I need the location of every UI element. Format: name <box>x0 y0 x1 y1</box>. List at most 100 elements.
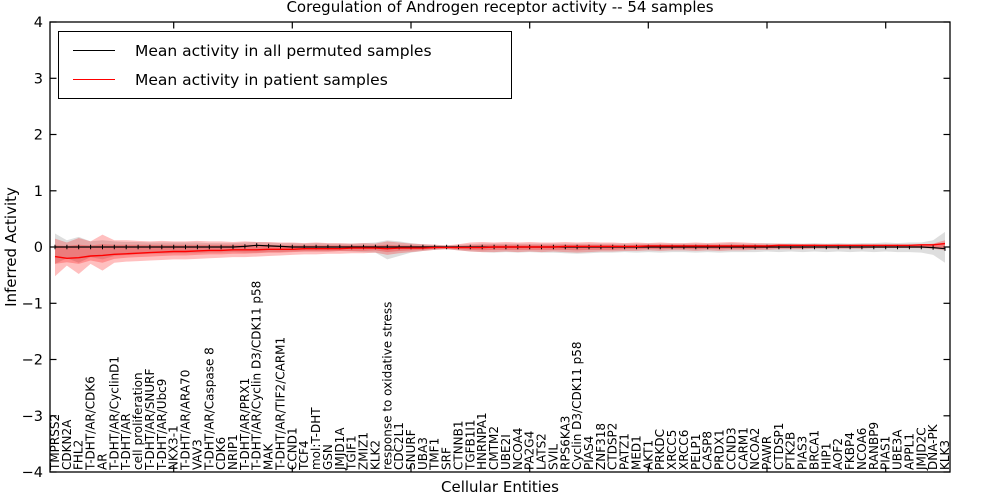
x-category-label: AKT1 <box>641 440 655 470</box>
x-category-label: TMF1 <box>428 438 442 471</box>
x-category-label: T-DHT/AR/SNURF <box>143 369 157 472</box>
legend-row-permuted: Mean activity in all permuted samples <box>59 36 511 65</box>
x-category-label: VAV3 <box>190 439 204 470</box>
x-category-label: PIAS4 <box>582 436 596 470</box>
x-category-label: AOF2 <box>831 438 845 470</box>
y-tick-label: 3 <box>34 71 43 87</box>
y-tick-label: −4 <box>22 465 43 481</box>
x-category-label: NCOA4 <box>511 428 525 470</box>
patient-line-swatch <box>73 79 115 80</box>
x-category-label: PIAS3 <box>796 436 810 470</box>
y-tick-label: 1 <box>34 184 43 200</box>
y-tick-label: 0 <box>34 240 43 256</box>
x-category-label: FKBP4 <box>843 432 857 470</box>
x-category-label: PATZ1 <box>618 433 632 470</box>
x-category-label: UBA3 <box>416 437 430 470</box>
x-category-label: KLK3 <box>938 440 952 470</box>
x-category-label: NKX3-1 <box>167 425 181 470</box>
y-axis-title: Inferred Activity <box>2 187 20 307</box>
x-category-label: PELP1 <box>689 434 703 470</box>
x-category-label: CASP8 <box>701 431 715 470</box>
patient-range-inner-band <box>55 242 945 264</box>
x-category-label: TMPRSS2 <box>48 414 62 471</box>
x-category-label: T-DHT/AR/Caspase 8 <box>202 347 216 471</box>
y-tick-label: −3 <box>22 409 43 425</box>
x-category-label: CCND3 <box>724 427 738 470</box>
x-category-label: CTDSP1 <box>772 423 786 470</box>
x-category-label: T-DHT/AR/CDK6 <box>84 376 98 471</box>
x-category-label: HIP1 <box>819 443 833 470</box>
x-category-label: RANBP9 <box>867 422 881 470</box>
legend: Mean activity in all permuted samples Me… <box>58 31 512 99</box>
x-category-label: XRCC5 <box>665 430 679 470</box>
x-category-label: ZMIZ1 <box>357 432 371 470</box>
x-category-label: PIAS1 <box>879 436 893 470</box>
y-tick-label: −2 <box>22 353 43 369</box>
x-category-label: NCOA6 <box>855 428 869 470</box>
legend-label-permuted: Mean activity in all permuted samples <box>135 41 432 60</box>
x-category-label: BRCA1 <box>808 430 822 470</box>
x-category-label: PRKDC <box>653 429 667 470</box>
x-category-label: MAK <box>262 442 276 470</box>
x-category-label: ZNF318 <box>594 423 608 470</box>
x-category-label: JMJD1A <box>333 427 347 471</box>
x-category-label: SRF <box>440 447 454 470</box>
x-category-label: T-DHT/AR/PRX1 <box>238 378 252 471</box>
x-category-label: UBE3A <box>891 429 905 470</box>
x-category-label: KLK2 <box>368 440 382 470</box>
x-category-label: PTK2B <box>784 432 798 470</box>
chart-title: Coregulation of Androgen receptor activi… <box>286 0 714 16</box>
x-category-label: T-DHT/AR/TIF2/CARM1 <box>274 337 288 471</box>
patient-range-outer-band <box>55 234 945 277</box>
legend-label-patient: Mean activity in patient samples <box>135 70 388 89</box>
x-category-label: T-DHT/AR <box>119 413 133 471</box>
x-category-label: HNRNPA1 <box>475 412 489 470</box>
x-category-label: Cyclin D3/CDK11 p58 <box>570 341 584 470</box>
x-category-label: AR <box>96 453 110 470</box>
x-category-label: TGIF1 <box>345 435 359 471</box>
x-category-label: PA2G4 <box>523 431 537 470</box>
x-category-label: TCF4 <box>297 440 311 471</box>
y-tick-label: −1 <box>22 296 43 312</box>
x-category-label: T-DHT/AR/ARA70 <box>179 370 193 471</box>
x-category-label: T-DHT/AR/CyclinD1 <box>107 356 121 471</box>
x-category-label: CTDSP2 <box>606 423 620 470</box>
x-category-label: SNURF <box>404 429 418 470</box>
x-category-label: FHL2 <box>72 440 86 470</box>
x-category-label: CCND1 <box>285 427 299 470</box>
x-category-label: APPL1 <box>902 433 916 470</box>
x-category-label: XRCC6 <box>677 430 691 470</box>
x-category-label: LATS2 <box>535 433 549 470</box>
x-category-label: NCOA2 <box>748 428 762 470</box>
x-category-label: GSN <box>321 444 335 470</box>
x-category-label: T-DHT/AR/Ubc9 <box>155 379 169 471</box>
x-category-label: CMTM2 <box>487 426 501 470</box>
x-category-label: CDK6 <box>214 437 228 470</box>
permuted-line-swatch <box>73 50 115 51</box>
x-category-label: cell proliferation <box>131 372 145 470</box>
x-category-label: CDC2L1 <box>392 422 406 470</box>
x-category-label: mol:T-DHT <box>309 407 323 470</box>
legend-row-patient: Mean activity in patient samples <box>59 65 511 94</box>
x-category-label: T-DHT/AR/Cyclin D3/CDK11 p58 <box>250 281 264 471</box>
x-category-label: DNA-PK <box>926 423 940 470</box>
x-category-label: MED1 <box>630 435 644 470</box>
x-axis-title: Cellular Entities <box>441 478 559 496</box>
x-category-label: RPS6KA3 <box>558 416 572 470</box>
x-category-label: response to oxidative stress <box>380 302 394 470</box>
x-category-label: SVIL <box>546 444 560 470</box>
y-tick-label: 4 <box>34 15 43 31</box>
x-category-label: PRDX1 <box>713 429 727 470</box>
patient-mean-line <box>54 242 946 260</box>
x-category-label: JMJD2C <box>914 427 928 471</box>
x-category-label: CARM1 <box>736 427 750 470</box>
x-category-label: TGFB1I1 <box>463 419 477 471</box>
x-category-label: CTNNB1 <box>452 420 466 470</box>
permuted-range-band <box>55 231 945 264</box>
x-category-label: PAWR <box>760 436 774 470</box>
x-category-label: CDKN2A <box>60 419 74 470</box>
x-category-label: UBE2I <box>499 434 513 470</box>
y-tick-label: 2 <box>34 128 43 144</box>
